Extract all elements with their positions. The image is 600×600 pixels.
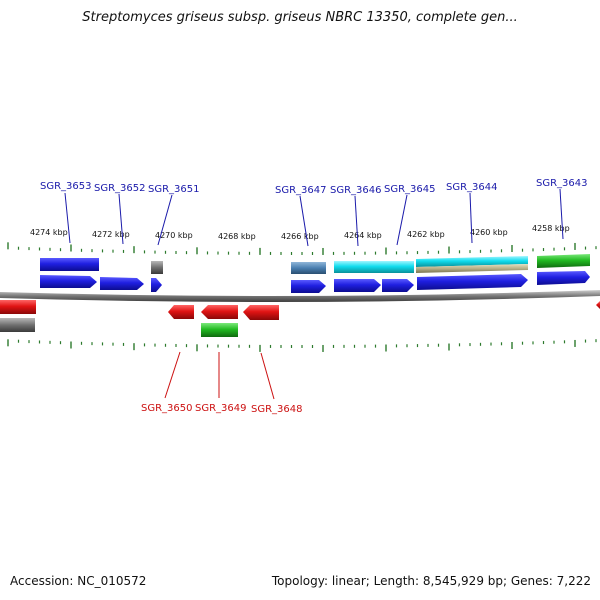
gene-arrow-sgr-3645[interactable] [382,279,414,292]
accession-text: Accession: NC_010572 [10,574,147,588]
forward-feature-row-1 [40,254,590,274]
feature-box[interactable] [0,318,35,332]
kbp-label-4266: 4266 kbp [281,232,319,241]
kbp-label-4264: 4264 kbp [344,231,382,240]
gene-label-sgr-3650[interactable]: SGR_3650 [141,403,193,414]
kbp-label-4260: 4260 kbp [470,228,508,237]
leader-line [299,195,309,247]
leader-line [559,188,564,240]
gene-arrow-sgr-3644[interactable] [417,274,528,290]
gene-label-sgr-3647[interactable]: SGR_3647 [275,185,327,196]
leader-line [157,194,173,246]
forward-gene-labels: SGR_3653 SGR_3652 SGR_3651 SGR_3647 SGR_… [40,178,588,247]
leader-line [260,352,275,400]
gene-label-sgr-3653[interactable]: SGR_3653 [40,181,92,192]
feature-box[interactable] [201,323,238,337]
leader-line [164,351,181,399]
gene-label-sgr-3648[interactable]: SGR_3648 [251,404,303,415]
gene-label-sgr-3645[interactable]: SGR_3645 [384,184,436,195]
reverse-gene-arrows [0,300,600,337]
gene-label-sgr-3644[interactable]: SGR_3644 [446,182,498,193]
feature-box[interactable] [40,258,99,271]
leader-line [469,192,473,244]
feature-box[interactable] [334,261,382,273]
gene-label-sgr-3649[interactable]: SGR_3649 [195,403,247,414]
leader-line [354,195,359,247]
map-title: Streptomyces griseus subsp. griseus NBRC… [82,10,518,25]
kbp-label-4270: 4270 kbp [155,231,193,240]
kbp-scale-labels: 4274 kbp 4272 kbp 4270 kbp 4268 kbp 4266… [30,224,570,241]
gene-arrow-sgr-3649[interactable] [201,305,238,319]
kbp-label-4272: 4272 kbp [92,230,130,239]
gene-arrow-sgr-3653[interactable] [40,275,97,288]
gene-label-sgr-3646[interactable]: SGR_3646 [330,185,382,196]
leader-line [396,194,408,246]
gene-label-sgr-3651[interactable]: SGR_3651 [148,184,200,195]
feature-box[interactable] [291,262,326,274]
gene-arrow-sgr-3646[interactable] [334,279,381,292]
gene-arrow-sgr-3650[interactable] [168,305,194,319]
kbp-label-4258: 4258 kbp [532,224,570,233]
feature-box[interactable] [537,254,590,268]
gene-label-sgr-3643[interactable]: SGR_3643 [536,178,588,189]
kbp-label-4274: 4274 kbp [30,228,68,237]
gene-arrow-sgr-3647[interactable] [291,280,326,293]
genome-info-text: Topology: linear; Length: 8,545,929 bp; … [271,574,591,588]
lower-scale-ticks [7,339,597,352]
feature-box[interactable] [382,261,414,273]
gene-arrow-sgr-3648[interactable] [243,305,279,320]
gene-arrow-sgr-3643[interactable] [537,271,590,285]
gene-arrow-sgr-3651[interactable] [151,278,162,292]
kbp-label-4268: 4268 kbp [218,232,256,241]
feature-box[interactable] [596,301,600,309]
kbp-label-4262: 4262 kbp [407,230,445,239]
gene-label-sgr-3652[interactable]: SGR_3652 [94,183,146,194]
feature-box[interactable] [0,300,36,314]
feature-box[interactable] [151,261,163,274]
gene-arrow-sgr-3652[interactable] [100,277,144,290]
genome-backbone [0,290,600,303]
feature-box[interactable] [416,264,528,273]
reverse-gene-labels: SGR_3650 SGR_3649 SGR_3648 [141,351,303,415]
feature-box[interactable] [416,256,528,267]
forward-gene-arrows [40,271,590,293]
leader-line [64,192,71,244]
upper-scale-ticks [7,242,597,255]
leader-line [118,193,124,245]
